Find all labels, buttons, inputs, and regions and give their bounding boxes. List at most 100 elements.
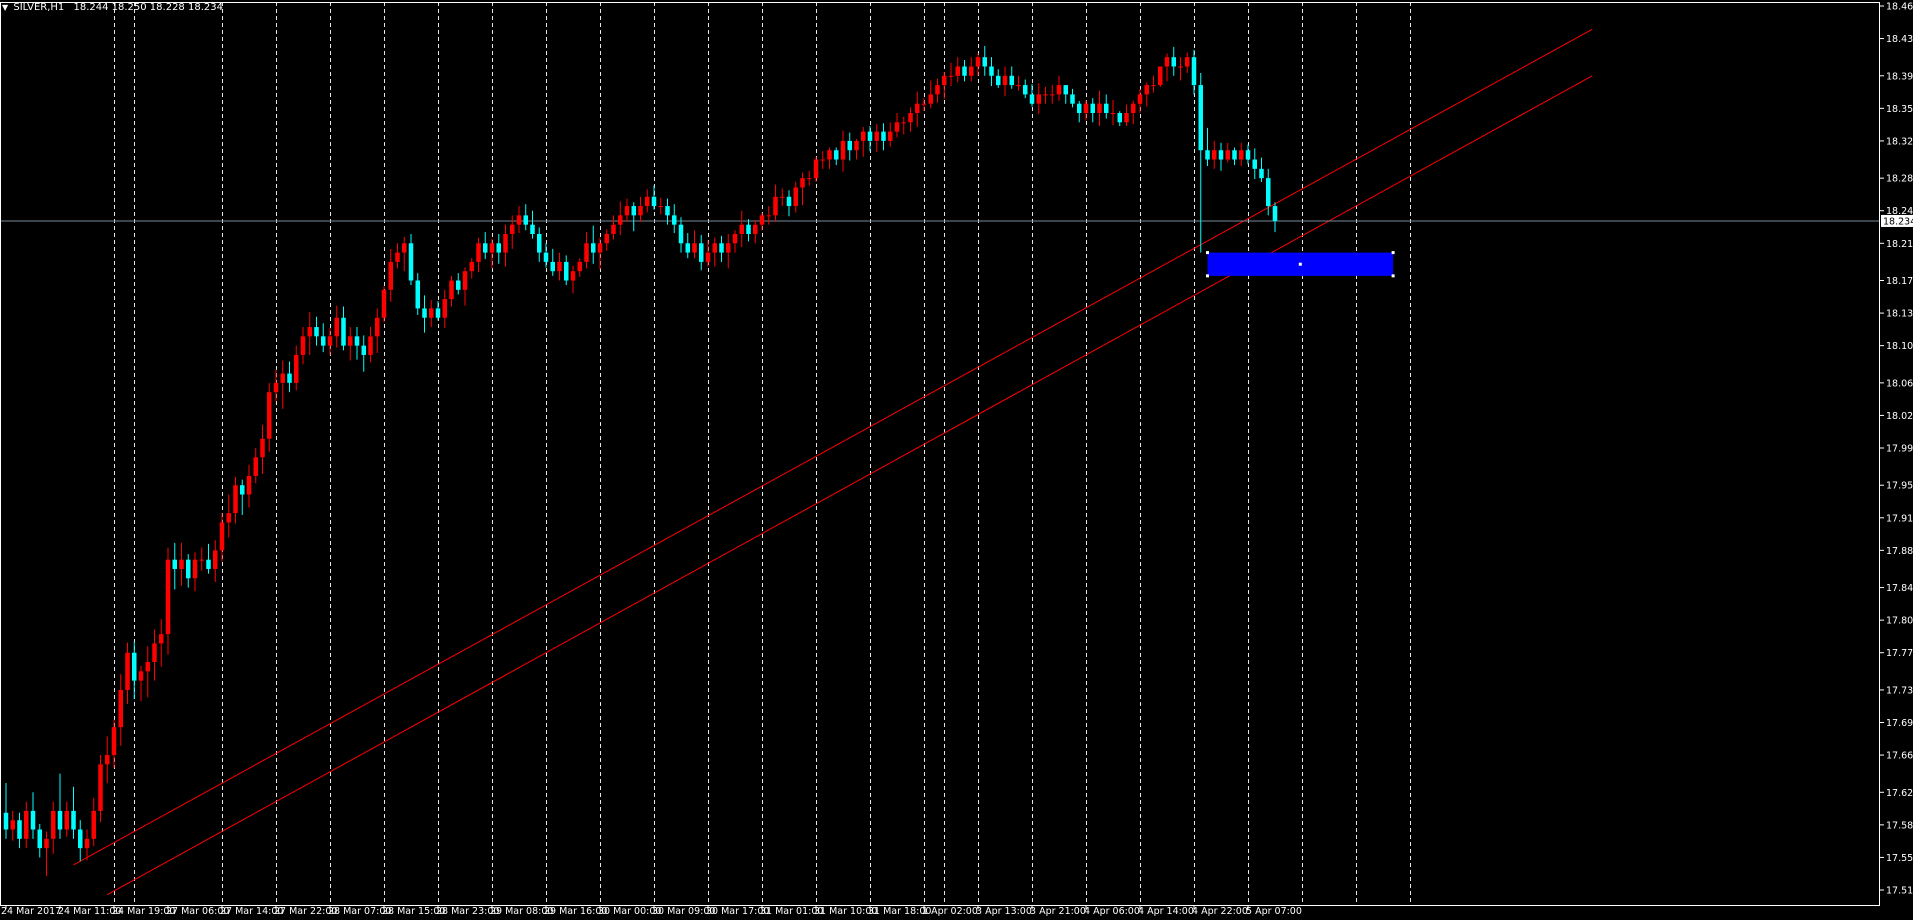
candle[interactable] [409, 234, 414, 285]
candle[interactable] [733, 230, 738, 252]
candle[interactable] [308, 312, 313, 355]
candle[interactable] [1057, 76, 1062, 101]
trendline-1[interactable] [74, 29, 1593, 865]
candle[interactable] [11, 811, 16, 841]
candle[interactable] [632, 202, 637, 231]
candle[interactable] [402, 237, 407, 271]
candle[interactable] [659, 198, 664, 215]
candle[interactable] [1273, 202, 1278, 232]
candle[interactable] [254, 448, 259, 483]
candle[interactable] [362, 335, 367, 371]
candle[interactable] [98, 755, 103, 822]
candle[interactable] [638, 197, 643, 222]
candle[interactable] [544, 243, 549, 267]
candle[interactable] [395, 243, 400, 268]
candle[interactable] [524, 204, 529, 230]
candle[interactable] [760, 213, 765, 231]
candle[interactable] [173, 543, 178, 590]
candle[interactable] [1010, 66, 1015, 88]
candle[interactable] [821, 151, 826, 169]
candle[interactable] [1151, 76, 1156, 93]
candle[interactable] [746, 219, 751, 241]
candle[interactable] [949, 63, 954, 86]
candle[interactable] [699, 235, 704, 270]
candle[interactable] [1064, 85, 1069, 104]
candle[interactable] [301, 327, 306, 364]
candle[interactable] [929, 80, 934, 108]
candle[interactable] [713, 238, 718, 267]
candle[interactable] [618, 201, 623, 234]
candle[interactable] [449, 276, 454, 307]
zone-handle[interactable] [1392, 274, 1395, 277]
candle[interactable] [1077, 101, 1082, 122]
candle[interactable] [328, 328, 333, 355]
candle[interactable] [294, 346, 299, 391]
candle[interactable] [281, 361, 286, 409]
candle[interactable] [895, 113, 900, 137]
candle[interactable] [861, 127, 866, 157]
candle[interactable] [213, 540, 218, 582]
candle[interactable] [132, 642, 137, 700]
candle[interactable] [935, 79, 940, 103]
candle[interactable] [611, 215, 616, 239]
candle[interactable] [179, 543, 184, 586]
candle[interactable] [1023, 80, 1028, 99]
candle[interactable] [355, 327, 360, 360]
candle[interactable] [78, 820, 83, 861]
candle[interactable] [1165, 53, 1170, 81]
candle[interactable] [881, 123, 886, 150]
candle[interactable] [1097, 91, 1102, 126]
candle[interactable] [1185, 53, 1190, 73]
candle[interactable] [645, 189, 650, 212]
candle[interactable] [605, 229, 610, 250]
candle[interactable] [220, 513, 225, 561]
candle[interactable] [1178, 57, 1183, 80]
candle[interactable] [888, 122, 893, 146]
candle[interactable] [571, 266, 576, 294]
candle[interactable] [422, 295, 427, 332]
candle[interactable] [584, 232, 589, 268]
candle[interactable] [1253, 148, 1258, 179]
candle[interactable] [1111, 100, 1116, 125]
candle[interactable] [443, 290, 448, 328]
candle[interactable] [193, 552, 198, 591]
candle[interactable] [679, 217, 684, 252]
candle[interactable] [983, 46, 988, 76]
candle[interactable] [227, 495, 232, 538]
candle[interactable] [1124, 105, 1129, 126]
candle[interactable] [105, 736, 110, 783]
candle[interactable] [530, 211, 535, 239]
candle[interactable] [551, 249, 556, 276]
candle[interactable] [1003, 66, 1008, 96]
candle[interactable] [1138, 89, 1143, 113]
candle[interactable] [969, 57, 974, 81]
candle[interactable] [1239, 143, 1244, 166]
candle[interactable] [31, 792, 36, 839]
candle[interactable] [794, 182, 799, 213]
candle[interactable] [314, 317, 319, 346]
candle[interactable] [557, 253, 562, 281]
candle[interactable] [51, 802, 56, 854]
candle[interactable] [915, 92, 920, 127]
candle[interactable] [1232, 147, 1237, 165]
candle[interactable] [780, 188, 785, 206]
candle[interactable] [436, 301, 441, 321]
candle[interactable] [38, 824, 43, 857]
candle[interactable] [463, 267, 468, 305]
candle[interactable] [598, 238, 603, 270]
candle[interactable] [1037, 83, 1042, 114]
candle[interactable] [490, 239, 495, 269]
candle[interactable] [672, 204, 677, 233]
candle[interactable] [787, 190, 792, 216]
candle[interactable] [848, 133, 853, 161]
candle[interactable] [841, 131, 846, 172]
candle[interactable] [456, 273, 461, 294]
candle[interactable] [1070, 89, 1075, 108]
candle[interactable] [868, 126, 873, 151]
candle[interactable] [335, 306, 340, 348]
candle[interactable] [341, 307, 346, 351]
candle[interactable] [24, 802, 29, 849]
candle[interactable] [1118, 111, 1123, 126]
